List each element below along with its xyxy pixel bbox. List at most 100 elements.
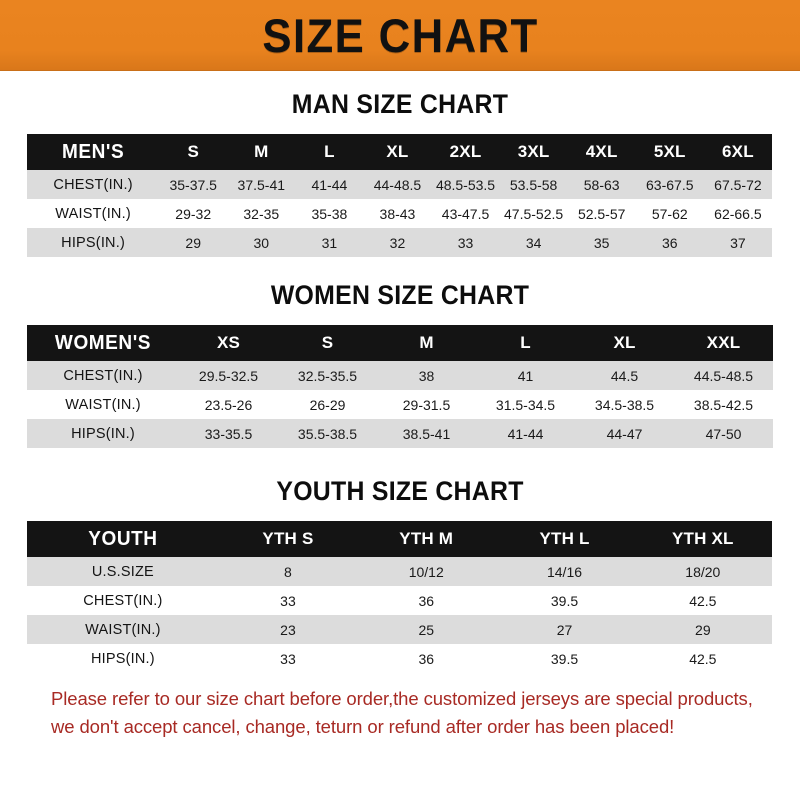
youth-cell: 42.5 bbox=[689, 650, 717, 667]
men-cell: 35 bbox=[593, 234, 610, 251]
youth-cell: 18/20 bbox=[685, 563, 721, 580]
men-table-row: WAIST(IN.) 29-32 32-35 35-38 38-43 43-47.5 47.… bbox=[27, 199, 772, 228]
men-cell: 37 bbox=[730, 234, 746, 251]
men-column-header-2: L bbox=[324, 142, 335, 161]
women-cell: 35.5-38.5 bbox=[297, 425, 358, 442]
youth-table-row: CHEST(IN.) 33 36 39.5 42.5 bbox=[27, 586, 772, 615]
youth-cell: 10/12 bbox=[408, 563, 444, 580]
chart-sheet: MAN SIZE CHART MEN'S S M L XL 2XL 3XL 4XL 5XL 6X… bbox=[0, 71, 800, 741]
men-row-label-header: MEN'S bbox=[61, 140, 125, 163]
youth-cell: 14/16 bbox=[546, 563, 583, 580]
youth-section-title: YOUTH SIZE CHART bbox=[276, 476, 524, 506]
youth-cell: 33 bbox=[280, 650, 296, 667]
men-cell: 34 bbox=[525, 234, 542, 251]
women-column-header-5: XXL bbox=[706, 333, 741, 352]
youth-table-head: YOUTH YTH S YTH M YTH L YTH XL bbox=[27, 521, 772, 557]
women-column-header-3: L bbox=[520, 333, 531, 352]
youth-cell: 23 bbox=[280, 621, 296, 638]
women-cell: 38 bbox=[418, 367, 435, 384]
women-cell: 44.5 bbox=[610, 367, 639, 384]
disclaimer-line-1: Please refer to our size chart before or… bbox=[51, 688, 753, 709]
youth-row-label-header: YOUTH bbox=[88, 527, 158, 550]
women-cell: 41 bbox=[517, 367, 534, 384]
youth-cell: 39.5 bbox=[550, 592, 579, 609]
youth-row-label: U.S.SIZE bbox=[91, 563, 154, 580]
men-cell: 67.5-72 bbox=[714, 176, 762, 193]
youth-cell: 36 bbox=[418, 650, 435, 667]
women-table-row: HIPS(IN.) 33-35.5 35.5-38.5 38.5-41 41-44 44-… bbox=[27, 419, 773, 448]
men-cell: 63-67.5 bbox=[646, 176, 694, 193]
youth-header-row: YOUTH YTH S YTH M YTH L YTH XL bbox=[27, 521, 772, 557]
men-column-header-6: 4XL bbox=[585, 142, 618, 161]
men-cell: 62-66.5 bbox=[714, 205, 762, 222]
women-cell: 32.5-35.5 bbox=[297, 367, 358, 384]
men-table-body: CHEST(IN.) 35-37.5 37.5-41 41-44 44-48.5 48.5… bbox=[27, 170, 772, 257]
youth-row-label: WAIST(IN.) bbox=[85, 621, 161, 638]
women-column-header-2: M bbox=[419, 333, 434, 352]
youth-cell: 33 bbox=[280, 592, 296, 609]
youth-column-header-2: YTH L bbox=[539, 529, 590, 548]
men-cell: 36 bbox=[661, 234, 678, 251]
youth-row-label: HIPS(IN.) bbox=[90, 650, 155, 667]
women-cell: 34.5-38.5 bbox=[594, 396, 655, 413]
disclaimer-line-2: we don't accept cancel, change, teturn o… bbox=[51, 715, 675, 737]
women-cell: 38.5-41 bbox=[402, 425, 451, 442]
youth-cell: 27 bbox=[556, 621, 573, 638]
women-row-label: WAIST(IN.) bbox=[65, 396, 141, 413]
women-cell: 38.5-42.5 bbox=[693, 396, 754, 413]
men-row-label: CHEST(IN.) bbox=[53, 176, 133, 193]
page-title: SIZE CHART bbox=[261, 8, 539, 62]
women-cell: 33-35.5 bbox=[204, 425, 253, 442]
women-cell: 41-44 bbox=[507, 425, 544, 442]
men-column-header-1: M bbox=[254, 142, 269, 161]
women-size-table: WOMEN'S XS S M L XL XXL CHEST(IN.) 29.5-32.5 32… bbox=[27, 325, 773, 448]
men-column-header-5: 3XL bbox=[517, 142, 550, 161]
women-table-body: CHEST(IN.) 29.5-32.5 32.5-35.5 38 41 44.5 44.5… bbox=[27, 361, 773, 448]
men-column-header-8: 6XL bbox=[722, 142, 754, 161]
men-header-row: MEN'S S M L XL 2XL 3XL 4XL 5XL 6XL bbox=[27, 134, 772, 170]
youth-cell: 39.5 bbox=[550, 650, 579, 667]
youth-size-table: YOUTH YTH S YTH M YTH L YTH XL U.S.SIZE 8 10/… bbox=[27, 521, 772, 673]
youth-cell: 42.5 bbox=[689, 592, 717, 609]
women-cell: 26-29 bbox=[309, 396, 346, 413]
women-table-row: CHEST(IN.) 29.5-32.5 32.5-35.5 38 41 44.5 44.5… bbox=[27, 361, 773, 390]
men-size-table: MEN'S S M L XL 2XL 3XL 4XL 5XL 6XL CHEST(IN.) 35-… bbox=[27, 134, 772, 257]
youth-cell: 36 bbox=[418, 592, 435, 609]
men-cell: 32 bbox=[389, 234, 406, 251]
women-row-label-header: WOMEN'S bbox=[54, 331, 152, 354]
women-cell: 44.5-48.5 bbox=[693, 367, 754, 384]
women-cell: 23.5-26 bbox=[204, 396, 253, 413]
men-row-label: WAIST(IN.) bbox=[55, 205, 131, 222]
men-cell: 31 bbox=[321, 234, 338, 251]
youth-row-label: CHEST(IN.) bbox=[83, 592, 163, 609]
men-table-row: CHEST(IN.) 35-37.5 37.5-41 41-44 44-48.5 48.5… bbox=[27, 170, 772, 199]
disclaimer-note: Please refer to our size chart before or… bbox=[27, 685, 773, 741]
men-cell: 43-47.5 bbox=[441, 205, 490, 222]
men-table-row: HIPS(IN.) 29 30 31 32 33 34 35 36 37 bbox=[27, 228, 772, 257]
women-cell: 29.5-32.5 bbox=[198, 367, 259, 384]
men-table-head: MEN'S S M L XL 2XL 3XL 4XL 5XL 6XL bbox=[27, 134, 772, 170]
men-cell: 33 bbox=[457, 234, 474, 251]
women-table-head: WOMEN'S XS S M L XL XXL bbox=[27, 325, 773, 361]
women-table-row: WAIST(IN.) 23.5-26 26-29 29-31.5 31.5-34.5 34… bbox=[27, 390, 773, 419]
women-column-header-4: XL bbox=[613, 333, 636, 352]
men-section-title: MAN SIZE CHART bbox=[291, 89, 509, 119]
youth-table-row: WAIST(IN.) 23 25 27 29 bbox=[27, 615, 772, 644]
women-column-header-1: S bbox=[321, 333, 334, 352]
youth-cell: 29 bbox=[695, 621, 711, 638]
men-column-header-7: 5XL bbox=[653, 142, 686, 161]
men-cell: 41-44 bbox=[311, 176, 348, 193]
men-row-label: HIPS(IN.) bbox=[61, 234, 125, 251]
men-column-header-4: 2XL bbox=[449, 142, 482, 161]
women-row-label: HIPS(IN.) bbox=[71, 425, 135, 442]
men-cell: 53.5-58 bbox=[509, 176, 558, 193]
men-column-header-3: XL bbox=[386, 142, 409, 161]
women-cell: 47-50 bbox=[705, 425, 742, 442]
women-row-label: CHEST(IN.) bbox=[63, 367, 143, 384]
men-cell: 58-63 bbox=[583, 176, 620, 193]
men-cell: 52.5-57 bbox=[577, 205, 626, 222]
women-cell: 29-31.5 bbox=[402, 396, 451, 413]
men-cell: 35-37.5 bbox=[169, 176, 217, 193]
men-column-header-0: S bbox=[187, 142, 199, 161]
women-cell: 31.5-34.5 bbox=[495, 396, 556, 413]
